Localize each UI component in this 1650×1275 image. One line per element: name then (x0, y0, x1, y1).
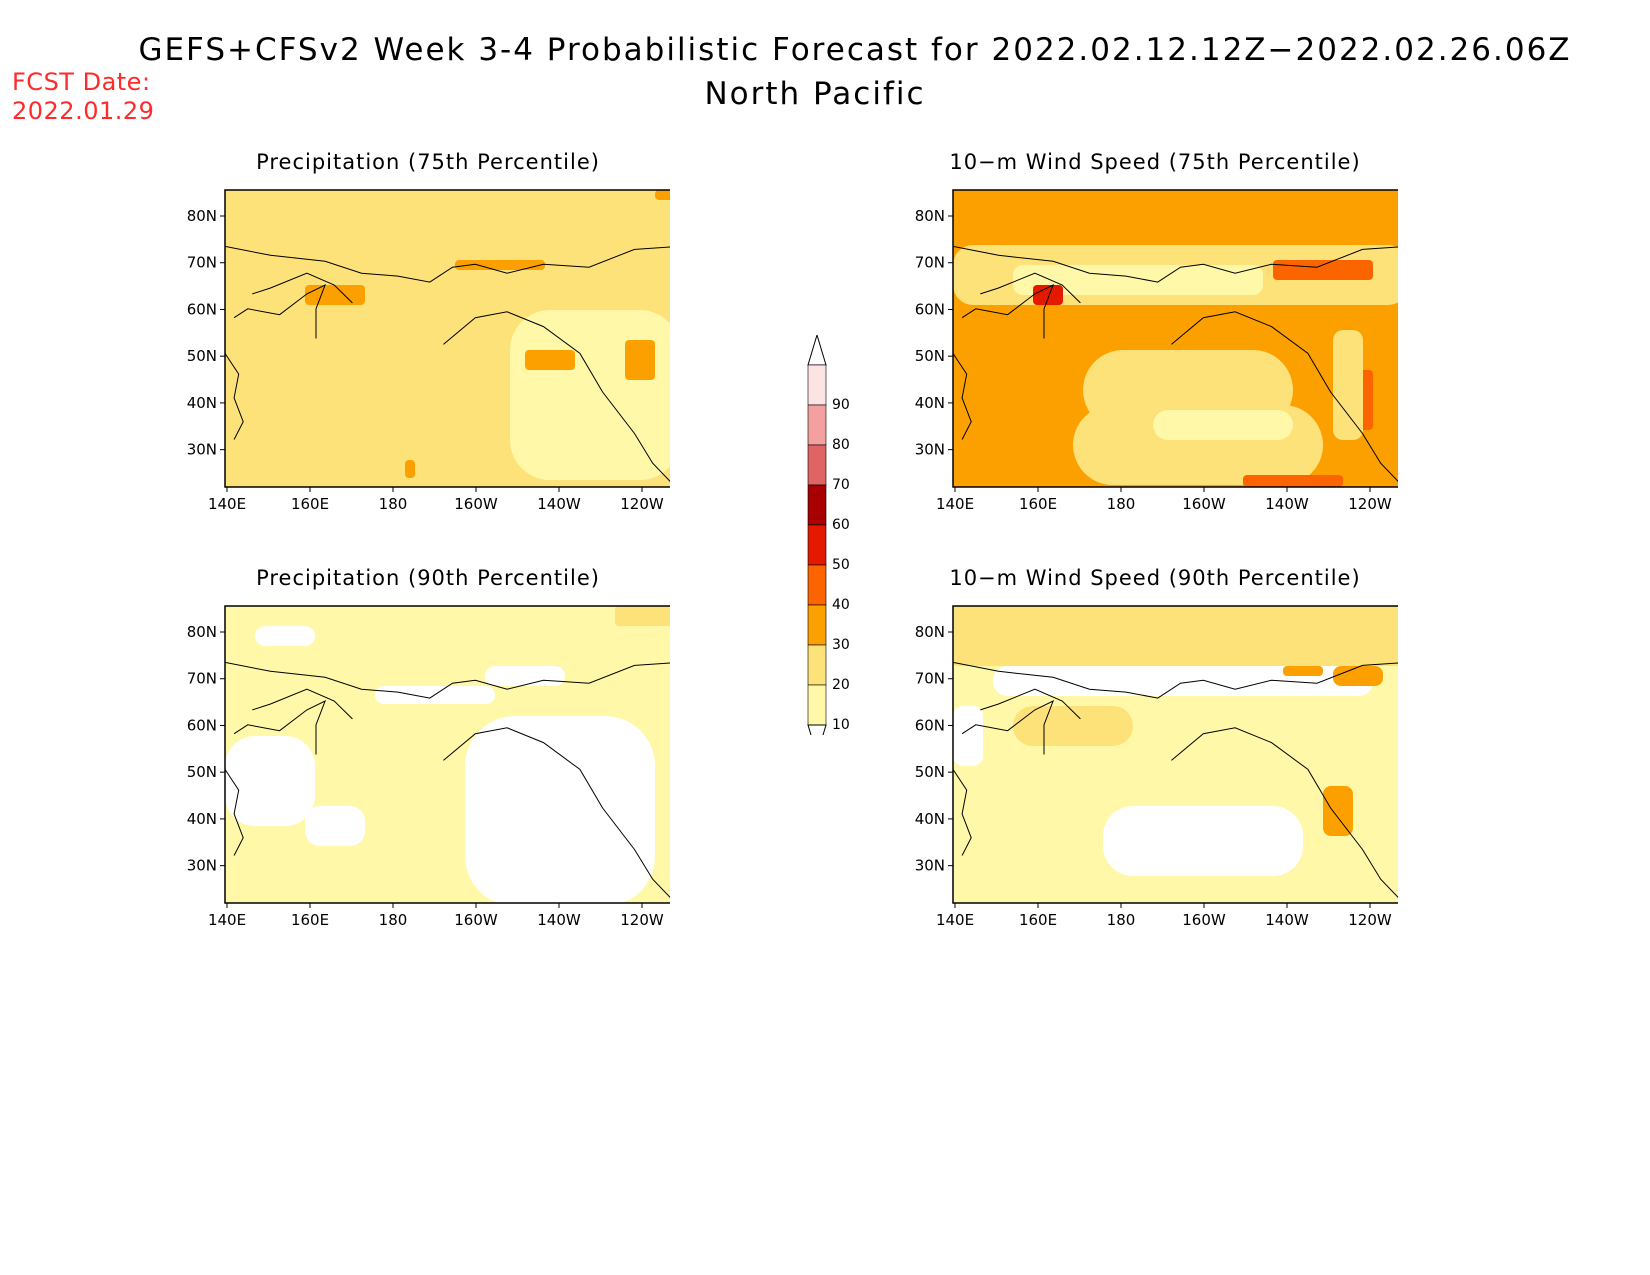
lat-tick-label: 30N (915, 857, 945, 875)
lon-tick-label: 180 (1107, 911, 1136, 926)
lon-tick-label: 160W (454, 495, 498, 510)
fcst-date-value: 2022.01.29 (12, 97, 155, 125)
colorbar-label: 30 (832, 637, 850, 653)
colorbar-bottom-arrow (807, 724, 827, 735)
panel-title-precip-90: Precipitation (90th Percentile) (256, 566, 600, 590)
lat-tick-label: 70N (187, 670, 217, 688)
lon-tick-label: 140E (208, 911, 246, 926)
coastlines (225, 245, 670, 482)
lon-tick-label: 160W (1182, 495, 1226, 510)
lat-tick-label: 70N (915, 254, 945, 272)
colorbar-label: 10 (832, 717, 850, 733)
panel-title-precip-75: Precipitation (75th Percentile) (256, 150, 600, 174)
lat-tick-label: 80N (915, 207, 945, 225)
map-precip-90: 80N 70N 60N 50N 40N 30N 140E 160E 180 160W 140W 120… (187, 605, 670, 926)
colorbar-swatch-50 (807, 524, 827, 566)
lat-tick-label: 40N (915, 810, 945, 828)
colorbar-label: 50 (832, 557, 850, 573)
lon-tick-label: 160E (291, 495, 329, 510)
coastlines (225, 661, 670, 898)
lon-tick-label: 140W (1265, 495, 1309, 510)
lon-tick-label: 160W (454, 911, 498, 926)
lat-tick-label: 60N (187, 716, 217, 734)
map-precip-75: 80N 70N 60N 50N 40N 30N 140E 160E 180 160W 140W 120… (187, 189, 670, 510)
lat-tick-label: 60N (915, 300, 945, 318)
lon-tick-label: 140E (936, 911, 974, 926)
lon-tick-label: 180 (379, 495, 408, 510)
lat-tick-label: 30N (915, 441, 945, 459)
lat-tick-label: 50N (187, 763, 217, 781)
lat-tick-label: 40N (187, 394, 217, 412)
lat-tick-label: 60N (187, 300, 217, 318)
lon-tick-label: 180 (1107, 495, 1136, 510)
lon-tick-label: 160E (1019, 495, 1057, 510)
lat-tick-label: 70N (187, 254, 217, 272)
lon-tick-label: 140W (537, 911, 581, 926)
lat-tick-label: 60N (915, 716, 945, 734)
colorbar-swatch-10 (807, 684, 827, 726)
lat-tick-label: 80N (187, 623, 217, 641)
lon-tick-label: 140E (208, 495, 246, 510)
colorbar-label: 40 (832, 597, 850, 613)
lon-tick-label: 140E (936, 495, 974, 510)
lat-tick-label: 80N (187, 207, 217, 225)
colorbar-swatch-30 (807, 604, 827, 646)
lat-tick-label: 40N (187, 810, 217, 828)
colorbar-swatch-40 (807, 564, 827, 606)
region-subtitle: North Pacific (704, 76, 926, 112)
colorbar-swatch-60 (807, 484, 827, 526)
lat-tick-label: 30N (187, 857, 217, 875)
lat-tick-label: 40N (915, 394, 945, 412)
colorbar-swatch-80 (807, 404, 827, 446)
lon-tick-label: 140W (1265, 911, 1309, 926)
map-wind-75: 80N 70N 60N 50N 40N 30N 140E 160E 180 160W 140W 120… (915, 189, 1398, 510)
colorbar-label: 70 (832, 477, 850, 493)
field-contours (953, 245, 1398, 487)
lat-tick-label: 50N (915, 763, 945, 781)
main-title: GEFS+CFSv2 Week 3-4 Probabilistic Foreca… (138, 32, 1572, 68)
colorbar-label: 60 (832, 517, 850, 533)
fcst-date-label: FCST Date: (12, 68, 151, 96)
colorbar-label: 80 (832, 437, 850, 453)
lon-tick-label: 140W (537, 495, 581, 510)
lat-tick-label: 50N (915, 347, 945, 365)
lat-tick-label: 80N (915, 623, 945, 641)
lat-tick-label: 50N (187, 347, 217, 365)
map-wind-90: 80N 70N 60N 50N 40N 30N 140E 160E 180 160W 140W 120… (915, 605, 1398, 926)
lon-tick-label: 160W (1182, 911, 1226, 926)
lat-tick-label: 30N (187, 441, 217, 459)
lon-tick-label: 120W (1348, 911, 1392, 926)
panel-title-wind-90: 10−m Wind Speed (90th Percentile) (949, 566, 1361, 590)
colorbar: 90 80 70 60 50 40 30 20 10 (807, 335, 850, 735)
lat-tick-label: 70N (915, 670, 945, 688)
lon-tick-label: 160E (291, 911, 329, 926)
colorbar-label: 20 (832, 677, 850, 693)
field-contours (225, 606, 670, 903)
colorbar-top-arrow (807, 335, 827, 366)
coastlines (953, 661, 1398, 898)
lon-tick-label: 120W (620, 911, 664, 926)
colorbar-swatch-90 (807, 364, 827, 406)
lon-tick-label: 120W (620, 495, 664, 510)
coastlines (953, 245, 1398, 482)
lon-tick-label: 160E (1019, 911, 1057, 926)
lon-tick-label: 120W (1348, 495, 1392, 510)
panel-title-wind-75: 10−m Wind Speed (75th Percentile) (949, 150, 1361, 174)
colorbar-swatch-70 (807, 444, 827, 486)
colorbar-swatch-20 (807, 644, 827, 686)
lon-tick-label: 180 (379, 911, 408, 926)
colorbar-label: 90 (832, 397, 850, 413)
